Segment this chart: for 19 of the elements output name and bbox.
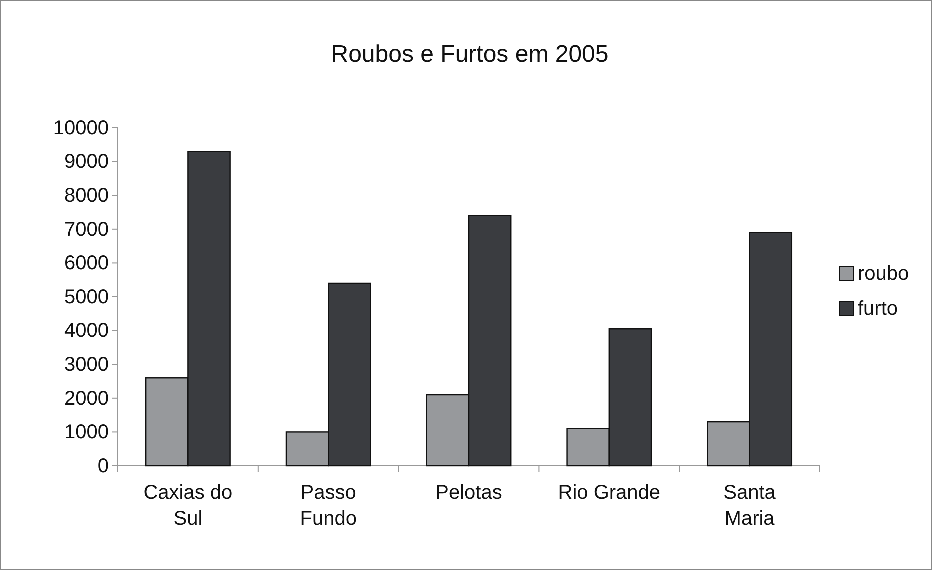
x-tick-label: Santa Maria: [724, 482, 777, 530]
x-tick-label: Pelotas: [436, 482, 502, 504]
x-tick-label: Passo Fundo: [300, 482, 357, 530]
y-tick-label: 8000: [64, 185, 109, 207]
legend-label: furto: [858, 298, 898, 320]
y-tick-label: 1000: [64, 422, 109, 444]
x-tick-label: Caxias do Sul: [144, 482, 233, 530]
y-tick-label: 2000: [64, 388, 109, 410]
y-tick-label: 4000: [64, 320, 109, 342]
y-tick-label: 7000: [64, 218, 109, 241]
legend-label: roubo: [858, 263, 910, 285]
y-tick-label: 0: [98, 455, 109, 478]
y-tick-label: 5000: [64, 286, 109, 308]
y-tick-label: 3000: [64, 354, 109, 376]
y-tick-label: 6000: [64, 252, 109, 275]
y-tick-label: 10000: [53, 117, 109, 140]
x-tick-label: Rio Grande: [558, 482, 661, 504]
y-tick-label: 9000: [64, 151, 109, 174]
chart-title: Roubos e Furtos em 2005: [331, 41, 609, 68]
